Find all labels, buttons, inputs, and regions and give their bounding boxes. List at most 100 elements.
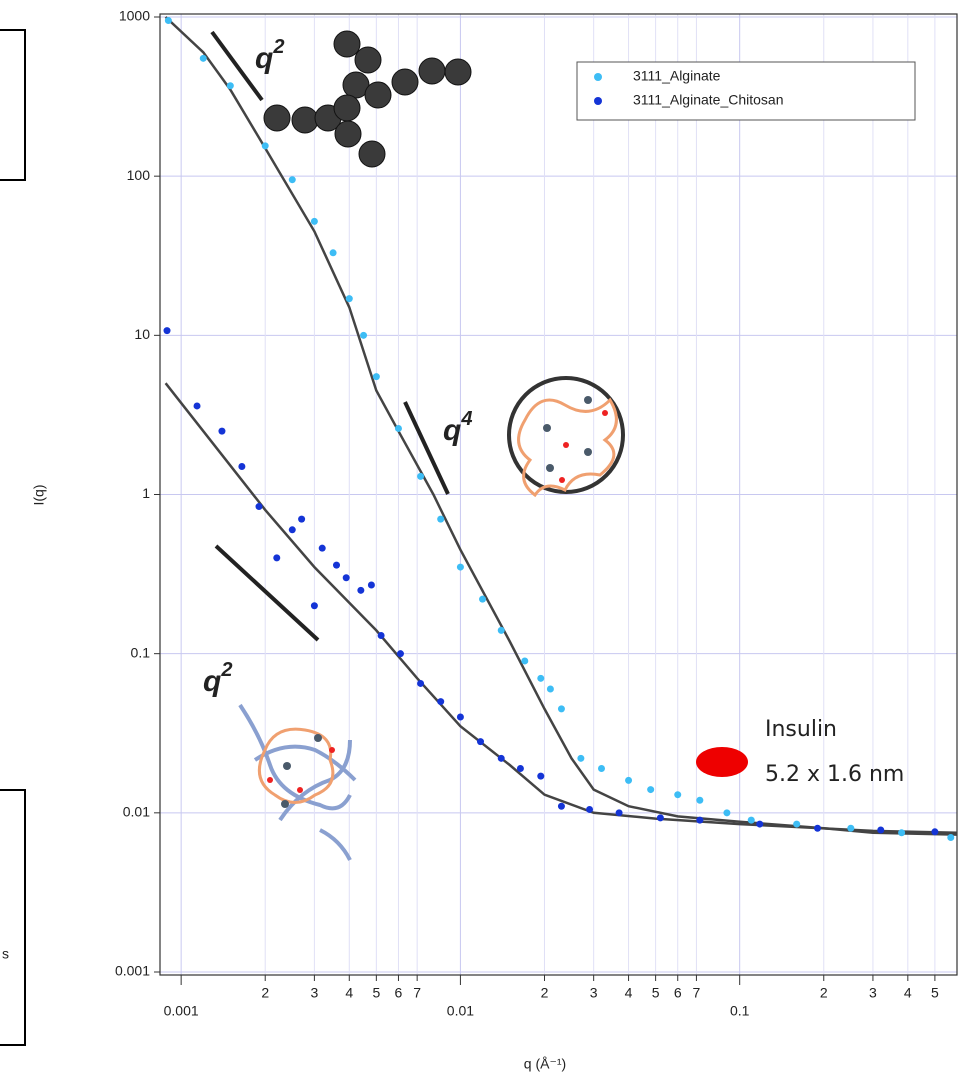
data-point <box>329 249 337 257</box>
data-point <box>226 82 234 90</box>
data-point <box>288 176 296 184</box>
data-point <box>238 462 246 470</box>
side-panel <box>0 29 26 181</box>
data-point <box>625 776 633 784</box>
data-point <box>360 331 368 339</box>
data-point <box>898 829 906 837</box>
data-point <box>193 402 201 410</box>
x-tick-label: 7 <box>693 985 701 1001</box>
data-point <box>479 595 487 603</box>
polymer-illustration <box>263 30 472 168</box>
data-point <box>537 674 545 682</box>
annotation-sup: 4 <box>460 408 472 430</box>
data-point <box>656 814 664 822</box>
data-point <box>615 809 623 817</box>
data-point <box>342 574 350 582</box>
x-axis-label: q (Å⁻¹) <box>524 1056 566 1072</box>
annotation: Insulin <box>765 717 837 742</box>
data-point <box>793 820 801 828</box>
data-point <box>437 515 445 523</box>
data-point <box>696 816 704 824</box>
data-point <box>747 816 755 824</box>
annotation-text: 5.2 x 1.6 nm <box>765 762 904 787</box>
annotation-text: q <box>443 414 461 447</box>
annotation-sup: 2 <box>220 659 232 681</box>
slope-guide <box>210 30 264 102</box>
x-tick-label: 4 <box>904 985 912 1001</box>
side-panel <box>0 789 26 1046</box>
data-point <box>723 809 731 817</box>
data-point <box>318 544 326 552</box>
data-point <box>357 586 365 594</box>
fit-line <box>164 382 958 834</box>
data-point <box>367 581 375 589</box>
data-point <box>377 632 385 640</box>
data-point <box>597 764 605 772</box>
fit-line <box>164 16 958 836</box>
legend-label: 3111_Alginate <box>633 68 721 84</box>
x-tick-label: 4 <box>625 985 633 1001</box>
annotation-text: q <box>255 42 273 75</box>
y-tick-label: 0.1 <box>131 644 151 660</box>
data-point <box>476 738 484 746</box>
data-point <box>557 802 565 810</box>
x-tick-label: 6 <box>395 985 403 1001</box>
data-point <box>417 472 425 480</box>
annotation-text: q <box>203 665 221 698</box>
legend-label: 3111_Alginate_Chitosan <box>633 92 784 108</box>
data-point <box>947 833 955 841</box>
x-tick-label: 4 <box>345 985 353 1001</box>
complex-illustration <box>238 703 357 861</box>
data-point <box>877 826 885 834</box>
insulin-marker <box>696 747 748 777</box>
data-point <box>288 526 296 534</box>
x-tick-label: 7 <box>413 985 421 1001</box>
legend-marker <box>594 73 602 81</box>
legend-marker <box>594 97 602 105</box>
x-tick-label: 2 <box>541 985 549 1001</box>
annotation: q4 <box>443 408 472 447</box>
data-point <box>345 295 353 303</box>
y-tick-label: 100 <box>127 167 151 183</box>
x-tick-label: 2 <box>820 985 828 1001</box>
data-point <box>497 754 505 762</box>
data-point <box>310 602 318 610</box>
x-tick-label: 5 <box>372 985 380 1001</box>
data-point <box>847 824 855 832</box>
legend-box <box>576 61 916 121</box>
side-text: s <box>2 946 9 962</box>
data-point <box>218 427 226 435</box>
particle-illustration <box>507 376 625 498</box>
data-point <box>756 820 764 828</box>
data-point <box>437 698 445 706</box>
data-point <box>163 327 171 335</box>
data-point <box>273 554 281 562</box>
data-point <box>396 650 404 658</box>
x-tick-label: 0.01 <box>447 1003 474 1019</box>
x-tick-label: 2 <box>261 985 269 1001</box>
data-point <box>456 563 464 571</box>
data-point <box>557 705 565 713</box>
x-tick-label: 5 <box>652 985 660 1001</box>
x-tick-label: 3 <box>590 985 598 1001</box>
data-point <box>537 772 545 780</box>
data-point <box>577 754 585 762</box>
annotation: 5.2 x 1.6 nm <box>765 762 904 787</box>
data-point <box>647 786 655 794</box>
data-point <box>497 626 505 634</box>
data-point <box>546 685 554 693</box>
data-point <box>674 791 682 799</box>
data-point <box>516 764 524 772</box>
x-tick-label: 3 <box>869 985 877 1001</box>
x-tick-label: 5 <box>931 985 939 1001</box>
legend: 3111_Alginate 3111_Alginate_Chitosan <box>576 61 916 121</box>
annotation: q2 <box>203 659 232 698</box>
grid <box>160 14 957 975</box>
data-point <box>586 805 594 813</box>
data-point <box>255 503 263 511</box>
y-axis-label: I(q) <box>31 485 47 506</box>
data-point <box>456 713 464 721</box>
data-point <box>164 17 172 25</box>
data-point <box>298 515 306 523</box>
